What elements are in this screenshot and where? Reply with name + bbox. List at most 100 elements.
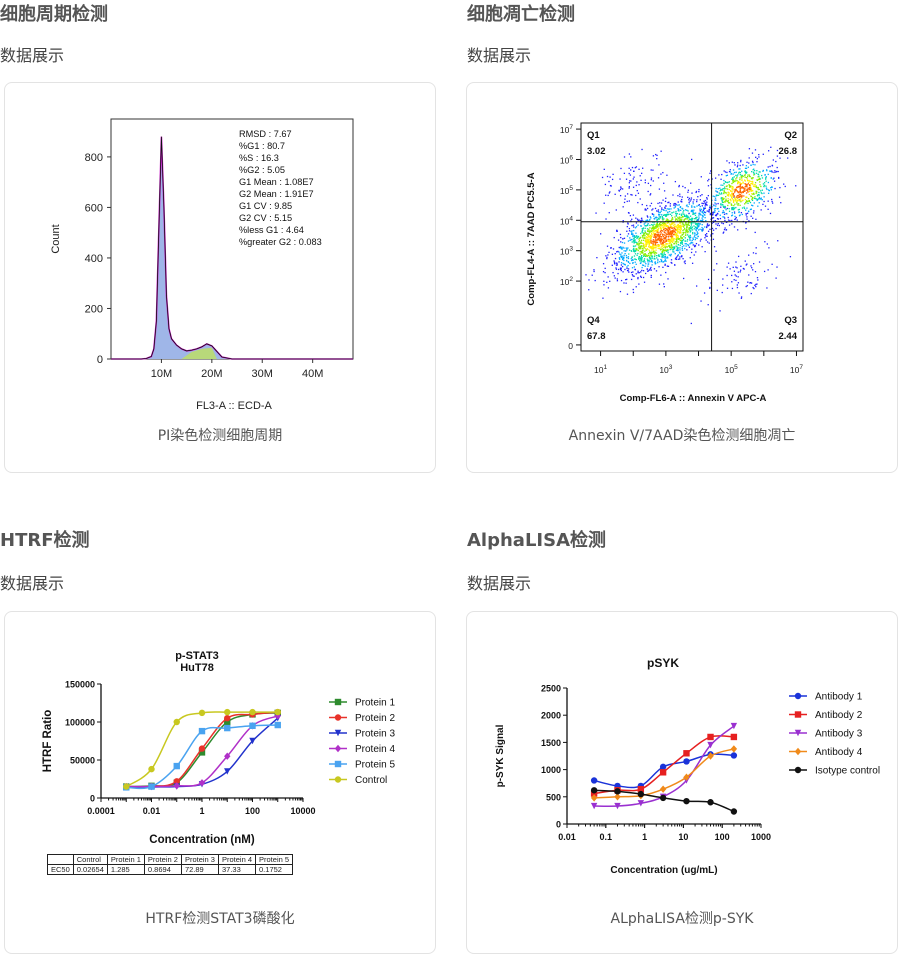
event-dot [646,248,648,250]
event-dot [650,252,653,254]
event-dot [704,199,707,202]
ec50-value-cell: 37.33 [217,864,257,875]
event-dot [721,200,723,202]
event-dot [757,205,759,207]
event-dot [704,216,706,219]
event-dot [743,206,745,208]
event-dot [748,199,751,202]
event-dot [756,283,758,285]
event-dot [661,242,663,244]
event-dot [664,229,667,232]
event-dot [677,224,679,226]
event-dot [641,251,644,254]
event-dot [615,230,618,232]
event-dot [706,226,708,228]
event-dot [626,193,629,195]
event-dot [740,296,743,298]
event-dot [691,192,693,194]
event-dot [722,184,724,186]
event-dot [615,267,617,269]
s-phase-fill-area [181,347,217,359]
event-dot [618,257,621,259]
event-dot [683,226,685,228]
data-point [683,797,690,805]
scatter-points [585,146,797,325]
event-dot [746,216,748,218]
event-dot [641,148,643,151]
event-dot [664,207,666,210]
event-dot [668,232,670,234]
event-dot [620,262,623,264]
event-dot [755,283,757,286]
event-dot [751,170,753,173]
event-dot [635,273,637,275]
event-dot [672,194,674,196]
event-dot [648,246,651,248]
event-dot [660,259,663,261]
event-dot [755,218,757,220]
event-dot [682,258,684,260]
event-dot [607,194,609,197]
event-dot [656,257,658,259]
event-dot [631,230,633,232]
event-dot [655,245,658,247]
section-title-alphalisa: AlphaLISA检测 [467,530,607,551]
event-dot [653,236,655,238]
event-dot [658,188,661,190]
event-dot [726,174,729,176]
event-dot [675,234,677,236]
event-dot [738,186,741,188]
event-dot [662,239,665,241]
event-dot [738,194,740,197]
event-dot [716,289,718,292]
event-dot [613,275,615,277]
event-dot [672,239,674,241]
event-dot [662,254,665,256]
event-dot [678,219,681,221]
event-dot [706,224,708,226]
event-dot [671,245,673,247]
event-dot [650,239,652,241]
event-dot [651,229,653,232]
event-dot [750,282,753,284]
event-dot [618,261,620,263]
event-dot [752,269,754,271]
event-dot [731,192,733,194]
event-dot [666,213,668,216]
event-dot [740,198,742,200]
event-dot [695,218,697,220]
event-dot [713,211,716,214]
event-dot [653,242,655,244]
event-dot [741,170,743,172]
event-dot [643,243,645,246]
event-dot [727,204,729,207]
event-dot [637,201,639,204]
event-dot [707,230,710,232]
event-dot [715,223,717,225]
event-dot [659,217,661,219]
event-dot [647,248,649,251]
event-dot [637,270,639,272]
event-dot [632,291,635,294]
event-dot [652,232,655,234]
event-dot [649,234,652,237]
event-dot [776,266,778,268]
event-dot [698,225,700,227]
event-dot [674,219,677,221]
event-dot [651,251,653,253]
event-dot [720,184,722,186]
event-dot [682,277,685,280]
event-dot [645,232,647,235]
event-dot [737,203,740,205]
event-dot [714,195,716,198]
event-dot [749,186,751,189]
event-dot [609,280,611,282]
event-dot [658,222,661,225]
event-dot [616,278,619,280]
event-dot [621,188,624,190]
event-dot [691,239,693,242]
event-dot [733,200,735,202]
event-dot [687,205,689,208]
event-dot [731,214,734,216]
event-dot [659,225,661,228]
